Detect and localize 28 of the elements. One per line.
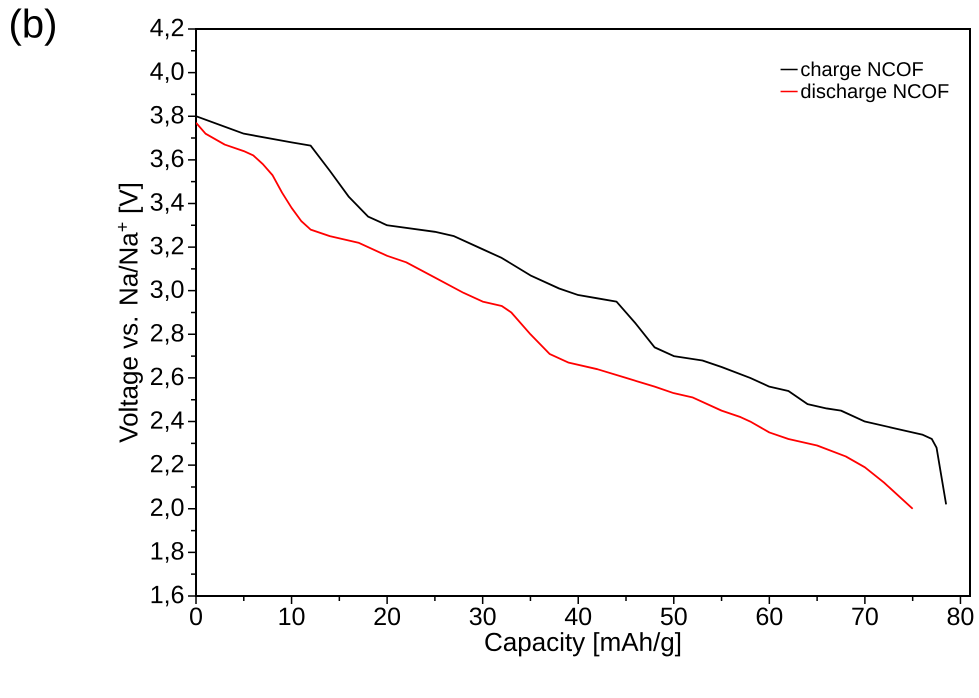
y-tick-label: 2,0 <box>150 498 184 520</box>
legend-label: discharge NCOF <box>801 84 948 102</box>
x-tick-label: 60 <box>756 608 782 626</box>
y-tick-label: 3,0 <box>150 280 184 302</box>
text: (b) <box>11 8 55 46</box>
y-tick-label: 4,0 <box>150 62 184 83</box>
x-tick-label: 50 <box>660 608 687 626</box>
y-tick-label: 2,6 <box>150 368 184 388</box>
y-tick-label: 3,4 <box>150 193 184 214</box>
x-tick-label: 20 <box>374 608 400 626</box>
x-tick-label: 0 <box>190 608 202 626</box>
x-axis-title: Capacity [mAh/g] <box>485 632 680 656</box>
y-tick-label: 1,6 <box>152 586 184 606</box>
y-tick-label: 3,8 <box>150 106 184 127</box>
y-tick-label: 2,4 <box>150 411 184 432</box>
y-tick-label: 2,2 <box>150 454 184 476</box>
x-tick-label: 70 <box>852 608 878 626</box>
x-tick-label: 30 <box>470 608 496 626</box>
y-axis-title: Voltage vs. Na/Na$^{+}$ [V] <box>118 184 143 443</box>
x-tick-label: 40 <box>564 608 592 626</box>
y-tick-label: 3,2 <box>150 236 184 258</box>
y-tick-label: 1,8 <box>152 542 184 563</box>
y-tick-label: 2,8 <box>150 324 184 345</box>
y-tick-label: 4,2 <box>150 18 184 40</box>
legend-label: charge NCOF <box>801 62 923 80</box>
x-tick-label: 80 <box>948 608 974 626</box>
y-tick-label: 3,6 <box>150 150 184 170</box>
x-tick-label: 10 <box>280 608 304 626</box>
